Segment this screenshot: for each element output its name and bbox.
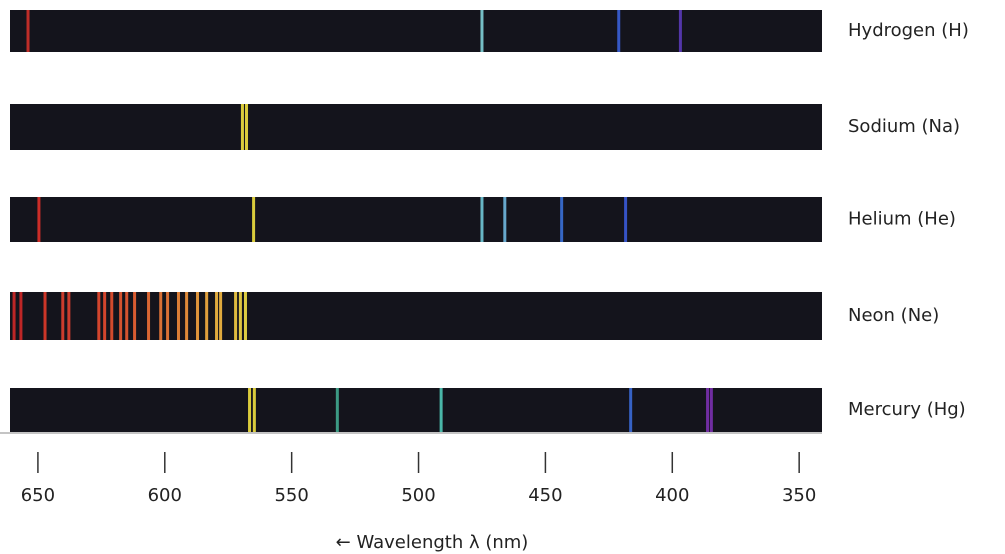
emission-line bbox=[503, 197, 506, 242]
emission-line bbox=[253, 388, 256, 432]
emission-line bbox=[629, 388, 632, 432]
emission-line bbox=[67, 292, 70, 340]
emission-line bbox=[252, 197, 255, 242]
x-tick-label: 400 bbox=[655, 485, 689, 506]
spectrum-band bbox=[10, 104, 822, 150]
emission-line bbox=[480, 197, 483, 242]
legend-label: Mercury (Hg) bbox=[848, 399, 966, 420]
x-tick-label: 450 bbox=[528, 485, 562, 506]
chart: ← Wavelength λ (nm) Hydrogen (H) Sodium (… bbox=[0, 0, 1005, 554]
emission-line bbox=[119, 292, 122, 340]
emission-line bbox=[177, 292, 180, 340]
legend-label: Helium (He) bbox=[848, 209, 956, 230]
emission-line bbox=[219, 292, 222, 340]
emission-line bbox=[560, 197, 563, 242]
emission-line bbox=[103, 292, 106, 340]
emission-line bbox=[37, 197, 40, 242]
emission-line bbox=[244, 292, 247, 340]
emission-line bbox=[336, 388, 339, 432]
emission-line bbox=[440, 388, 443, 432]
x-tick-label: 350 bbox=[782, 485, 816, 506]
spectrum-band bbox=[10, 292, 822, 340]
emission-line bbox=[205, 292, 208, 340]
emission-line bbox=[239, 292, 242, 340]
emission-line bbox=[624, 197, 627, 242]
emission-line bbox=[19, 292, 22, 340]
emission-line bbox=[44, 292, 47, 340]
legend-label: Sodium (Na) bbox=[848, 116, 960, 137]
emission-line bbox=[61, 292, 64, 340]
legend-label: Hydrogen (H) bbox=[848, 20, 969, 41]
spectrum-band bbox=[10, 388, 822, 432]
emission-line bbox=[110, 292, 113, 340]
spectrum-band bbox=[10, 10, 822, 52]
emission-line bbox=[241, 104, 244, 150]
x-tick-label: 500 bbox=[401, 485, 435, 506]
emission-line bbox=[248, 388, 251, 432]
emission-line bbox=[215, 292, 218, 340]
x-tick-label: 650 bbox=[21, 485, 55, 506]
emission-line bbox=[27, 10, 30, 52]
x-tick-label: 600 bbox=[148, 485, 182, 506]
emission-line bbox=[234, 292, 237, 340]
x-axis-label: ← Wavelength λ (nm) bbox=[336, 532, 529, 553]
emission-line bbox=[185, 292, 188, 340]
emission-line bbox=[125, 292, 128, 340]
emission-line bbox=[159, 292, 162, 340]
emission-line bbox=[133, 292, 136, 340]
x-tick-label: 550 bbox=[274, 485, 308, 506]
emission-line bbox=[97, 292, 100, 340]
emission-line bbox=[147, 292, 150, 340]
emission-line bbox=[196, 292, 199, 340]
emission-line bbox=[245, 104, 248, 150]
emission-line bbox=[706, 388, 709, 432]
emission-line bbox=[166, 292, 169, 340]
emission-line bbox=[13, 292, 16, 340]
emission-line bbox=[710, 388, 713, 432]
legend-label: Neon (Ne) bbox=[848, 305, 939, 326]
emission-line bbox=[480, 10, 483, 52]
emission-line bbox=[679, 10, 682, 52]
spectrum-band bbox=[10, 197, 822, 242]
emission-line bbox=[617, 10, 620, 52]
